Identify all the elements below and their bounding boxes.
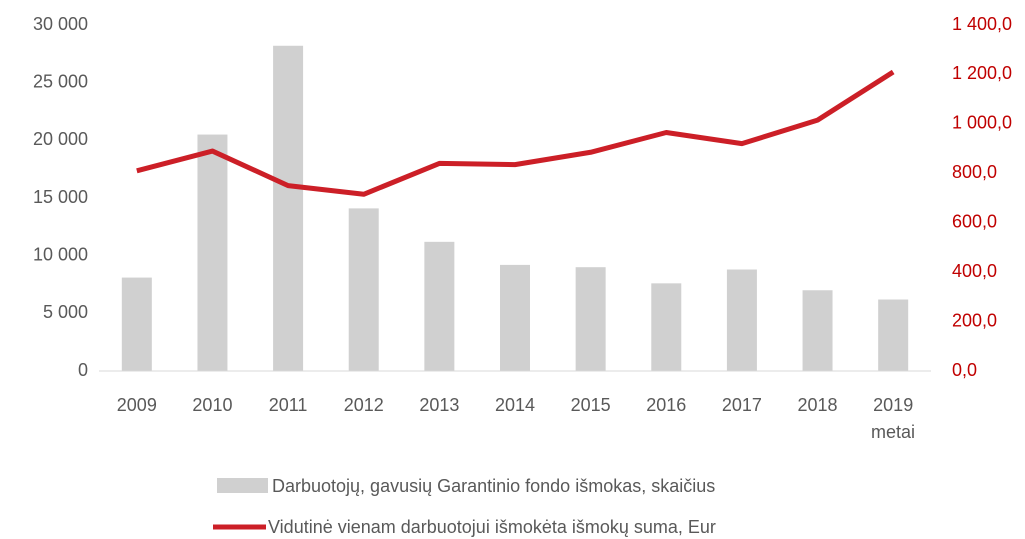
x-tick-label: 2017 bbox=[722, 395, 762, 415]
bar bbox=[651, 283, 682, 371]
y-tick-label: 15 000 bbox=[33, 187, 88, 207]
bar bbox=[424, 241, 455, 371]
x-tick-label: 2019 bbox=[873, 395, 913, 415]
bar bbox=[273, 45, 304, 371]
y2-tick-label: 1 200,0 bbox=[952, 63, 1012, 83]
line bbox=[136, 69, 895, 197]
y2-tick-label: 1 400,0 bbox=[952, 14, 1012, 34]
legend-swatch bbox=[217, 478, 268, 493]
x-tick-label: 2011 bbox=[269, 395, 308, 415]
y-tick-label: 30 000 bbox=[33, 14, 88, 34]
y2-tick-label: 400,0 bbox=[952, 261, 997, 281]
bar bbox=[500, 264, 530, 371]
legend-label: Darbuotojų, gavusių Garantinio fondo išm… bbox=[272, 476, 715, 496]
x-tick-label: 2009 bbox=[117, 395, 157, 415]
y-tick-label: 5 000 bbox=[43, 302, 88, 322]
bar bbox=[726, 269, 757, 371]
y-tick-label: 10 000 bbox=[33, 244, 88, 264]
x-tick-label: 2015 bbox=[571, 395, 611, 415]
x-tick-label: 2013 bbox=[419, 395, 459, 415]
y2-tick-label: 1 000,0 bbox=[952, 113, 1012, 133]
bar bbox=[121, 277, 152, 371]
y2-tick-label: 200,0 bbox=[952, 310, 997, 330]
y-tick-label: 20 000 bbox=[33, 129, 88, 149]
y-tick-label: 25 000 bbox=[33, 71, 88, 91]
legend-label: Vidutinė vienam darbuotojui išmokėta išm… bbox=[268, 517, 716, 537]
y2-tick-label: 800,0 bbox=[952, 162, 997, 182]
x-axis-label: metai bbox=[871, 422, 915, 442]
bar bbox=[802, 290, 833, 371]
x-tick-label: 2014 bbox=[495, 395, 535, 415]
x-tick-label: 2010 bbox=[192, 395, 232, 415]
y-tick-label: 0 bbox=[78, 360, 88, 380]
x-tick-label: 2012 bbox=[344, 395, 384, 415]
x-tick-label: 2016 bbox=[646, 395, 686, 415]
bar bbox=[197, 134, 228, 371]
bar bbox=[348, 208, 379, 371]
bar bbox=[878, 299, 909, 371]
bar bbox=[575, 267, 606, 371]
y2-tick-label: 0,0 bbox=[952, 360, 977, 380]
y2-tick-label: 600,0 bbox=[952, 211, 997, 231]
x-tick-label: 2018 bbox=[798, 395, 838, 415]
